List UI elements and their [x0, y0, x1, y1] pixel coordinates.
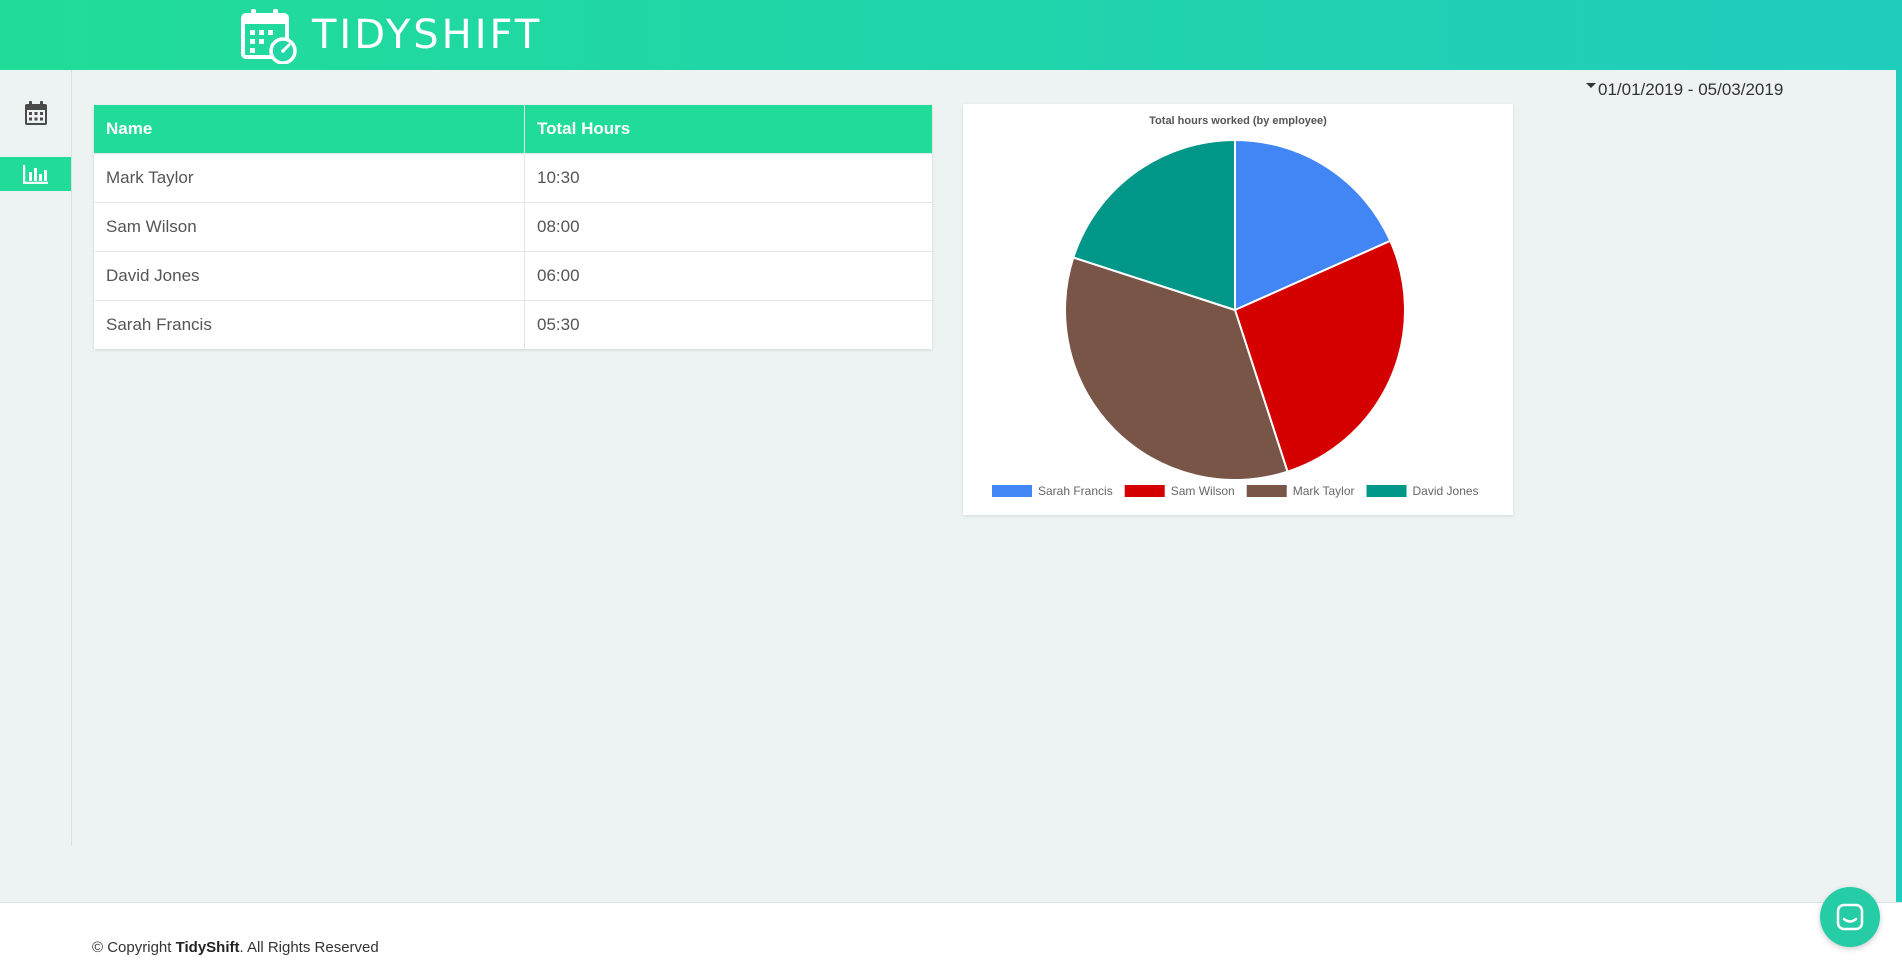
pie-slice-mark-taylor[interactable] — [1063, 256, 1289, 482]
table-row[interactable]: David Jones 06:00 — [94, 251, 932, 301]
sidebar-item-reports[interactable] — [0, 157, 71, 191]
legend-swatch[interactable] — [992, 485, 1032, 497]
legend-swatch[interactable] — [1246, 485, 1287, 497]
copyright-text: © Copyright TidyShift. All Rights Reserv… — [92, 939, 379, 956]
pie-slice-sarah-francis[interactable] — [1234, 138, 1392, 312]
copyright-suffix: . All Rights Reserved — [239, 939, 379, 956]
pie-slice-sam-wilson[interactable] — [1233, 239, 1406, 473]
chart-title: Total hours worked (by employee) — [1149, 115, 1327, 127]
table-row[interactable]: Sam Wilson 08:00 — [94, 202, 932, 252]
top-header: TIDYSHIFT — [0, 0, 1902, 70]
employee-name-cell: Mark Taylor — [94, 153, 525, 203]
pie-chart: Total hours worked (by employee) Sarah F… — [992, 115, 1479, 498]
total-hours-cell: 06:00 — [524, 251, 932, 301]
column-header-total-hours[interactable]: Total Hours — [524, 105, 932, 154]
date-range-label: 01/01/2019 - 05/03/2019 — [1598, 80, 1784, 99]
legend-swatch[interactable] — [1366, 485, 1407, 497]
chat-launcher-button[interactable] — [1820, 887, 1880, 947]
table-row[interactable]: Mark Taylor 10:30 — [94, 153, 932, 203]
legend-label[interactable]: David Jones — [1413, 484, 1479, 498]
column-header-name[interactable]: Name — [94, 105, 525, 154]
pie-chart-card: Total hours worked (by employee) Sarah F… — [963, 104, 1513, 515]
legend-label[interactable]: Mark Taylor — [1293, 484, 1355, 498]
right-edge-strip — [1896, 0, 1902, 902]
employee-name-cell: Sarah Francis — [94, 300, 525, 349]
copyright-brand: TidyShift — [175, 939, 240, 956]
total-hours-cell: 05:30 — [524, 300, 932, 349]
pie-slice-david-jones[interactable] — [1072, 138, 1236, 312]
copyright-prefix: © Copyright — [92, 939, 176, 956]
sidebar-item-calendar[interactable] — [0, 96, 71, 130]
total-hours-cell: 10:30 — [524, 153, 932, 203]
legend-label[interactable]: Sarah Francis — [1038, 484, 1113, 498]
hours-table-card: Name Total Hours Mark Taylor 10:30 Sam W… — [94, 105, 932, 349]
legend-swatch[interactable] — [1124, 485, 1165, 497]
employee-name-cell: Sam Wilson — [94, 202, 525, 252]
footer: © Copyright TidyShift. All Rights Reserv… — [0, 902, 1902, 967]
table-row[interactable]: Sarah Francis 05:30 — [94, 300, 932, 349]
employee-name-cell: David Jones — [94, 251, 525, 301]
chat-icon — [1836, 903, 1864, 931]
calendar-icon — [24, 101, 47, 125]
app-name: TIDYSHIFT — [312, 12, 543, 58]
bar-chart-icon — [22, 165, 48, 184]
calendar-clock-logo-icon — [241, 9, 297, 64]
legend-label[interactable]: Sam Wilson — [1171, 484, 1235, 498]
app-logo[interactable]: TIDYSHIFT — [240, 6, 542, 64]
total-hours-cell: 08:00 — [524, 202, 932, 252]
caret-down-icon — [1586, 82, 1596, 88]
table-header-row: Name Total Hours — [94, 105, 932, 154]
hours-table: Name Total Hours Mark Taylor 10:30 Sam W… — [94, 105, 932, 349]
sidebar — [0, 70, 72, 846]
date-range-picker[interactable]: 01/01/2019 - 05/03/2019 — [1586, 80, 1783, 100]
